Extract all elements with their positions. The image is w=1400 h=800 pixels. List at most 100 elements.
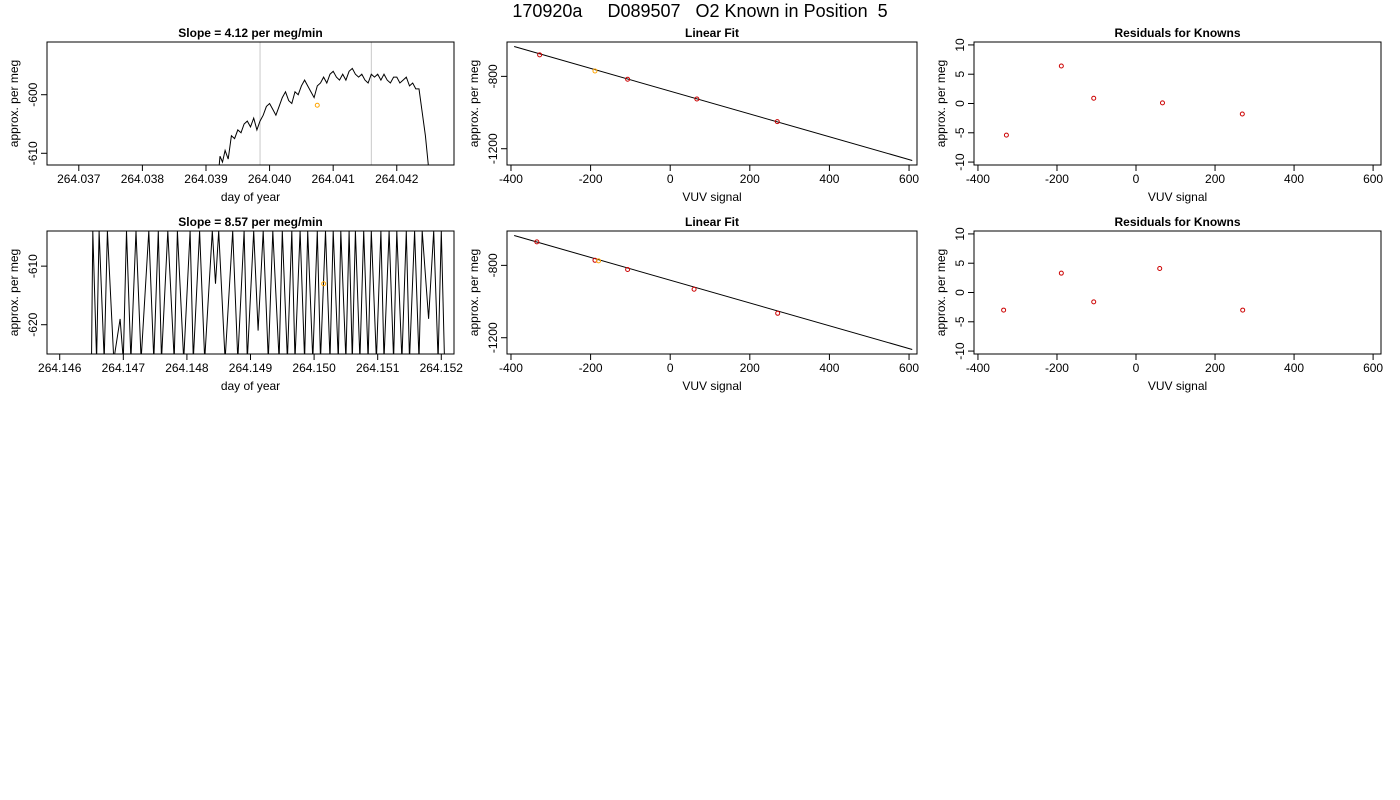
x-tick-label: -200 [1045,361,1069,375]
plot-frame [46,41,455,166]
y-tick-label: -10 [953,342,967,360]
panel-res2: Residuals for Knowns -400 -200 0 200 400 600 -1… [934,215,1383,393]
plot-frame [506,230,918,355]
panel-ts2: Slope = 8.57 per meg/min 264.146 264.147 26… [7,215,463,393]
panel-title: Linear Fit [685,215,739,229]
x-tick-label: -400 [499,361,523,375]
plot-area [1001,265,1246,313]
y-tick-label: 10 [953,227,967,241]
panel-title: Slope = 4.12 per meg/min [178,26,322,40]
y-tick-label: 0 [953,100,967,107]
panel-title: Linear Fit [685,26,739,40]
y-axis-label: approx. per meg [7,60,21,147]
y-tick-label: -800 [486,64,500,88]
data-point [1159,100,1165,106]
x-tick-label: 264.151 [356,361,400,375]
plot-area [218,42,429,165]
x-tick-label: 264.041 [311,172,355,186]
x-tick-label: 600 [899,361,919,375]
plot-area [1003,63,1245,138]
data-point [691,286,697,292]
panel-res1: Residuals for Knowns -400 -200 0 200 400 600 -1… [934,26,1383,204]
x-tick-label: 200 [1205,361,1225,375]
x-axis-label: VUV signal [1148,190,1207,204]
highlight-point [321,281,327,287]
plot-area [514,235,913,350]
plot-area [514,46,913,161]
plot-frame [973,230,1382,355]
x-tick-label: 0 [1133,172,1140,186]
fit-line [514,46,913,161]
page-title: 170920a D089507 O2 Known in Position 5 [512,1,888,21]
x-tick-label: 264.148 [165,361,209,375]
data-point [592,68,598,74]
data-point [537,52,543,58]
data-point [625,76,631,82]
x-tick-label: 264.149 [229,361,273,375]
y-axis-label: approx. per meg [467,60,481,147]
y-axis-label: approx. per meg [934,249,948,336]
x-tick-label: -200 [1045,172,1069,186]
panel-ts1: Slope = 4.12 per meg/min 264.037 264.038 26… [7,26,455,204]
x-tick-label: 200 [740,361,760,375]
panel-title: Residuals for Knowns [1114,26,1240,40]
plot-frame [973,41,1382,166]
panel-title: Residuals for Knowns [1114,215,1240,229]
highlight-point [314,102,320,108]
y-tick-label: -1200 [486,133,500,164]
x-tick-label: 400 [819,172,839,186]
x-tick-label: -400 [499,172,523,186]
data-point [774,119,780,125]
data-point [694,96,700,102]
panel-fit1: Linear Fit -400 -200 0 200 400 600 -1200 -800 VUV… [467,26,919,204]
x-tick-label: 264.147 [102,361,146,375]
data-point [1157,265,1163,271]
y-tick-label: 5 [953,260,967,267]
series-line [91,231,445,354]
y-axis-label: approx. per meg [7,249,21,336]
y-tick-label: 5 [953,71,967,78]
plot-frame [506,41,918,166]
x-tick-label: -200 [579,172,603,186]
x-tick-label: 0 [1133,361,1140,375]
x-axis-label: VUV signal [1148,379,1207,393]
y-tick-label: -5 [953,316,967,327]
x-tick-label: 0 [667,172,674,186]
data-point [596,258,602,264]
x-tick-label: 600 [1363,361,1383,375]
y-tick-label: -10 [953,153,967,171]
data-point [1091,299,1097,305]
x-tick-label: -200 [579,361,603,375]
data-point [775,310,781,316]
data-point [1003,132,1009,138]
x-tick-label: 0 [667,361,674,375]
x-tick-label: 264.040 [248,172,292,186]
x-tick-label: 264.038 [121,172,165,186]
x-tick-label: 400 [1284,361,1304,375]
x-tick-label: 400 [819,361,839,375]
data-point [1058,63,1064,69]
y-tick-label: -610 [26,141,40,165]
plot-frame [46,230,455,355]
series-line [218,67,429,165]
y-tick-label: -600 [26,82,40,106]
data-point [1240,307,1246,313]
x-axis-label: day of year [221,190,280,204]
y-axis-label: approx. per meg [934,60,948,147]
data-point [1001,307,1007,313]
x-tick-label: 200 [1205,172,1225,186]
data-point [625,267,631,273]
x-tick-label: 264.042 [375,172,419,186]
x-tick-label: 264.039 [184,172,228,186]
x-axis-label: VUV signal [682,379,741,393]
x-tick-label: 264.150 [292,361,336,375]
panel-fit2: Linear Fit -400 -200 0 200 400 600 -1200 -800 VUV… [467,215,919,393]
data-point [534,239,540,245]
y-tick-label: -1200 [486,322,500,353]
plot-area [91,231,445,354]
x-axis-label: VUV signal [682,190,741,204]
y-tick-label: -800 [486,253,500,277]
y-tick-label: 0 [953,289,967,296]
data-point [1058,270,1064,276]
